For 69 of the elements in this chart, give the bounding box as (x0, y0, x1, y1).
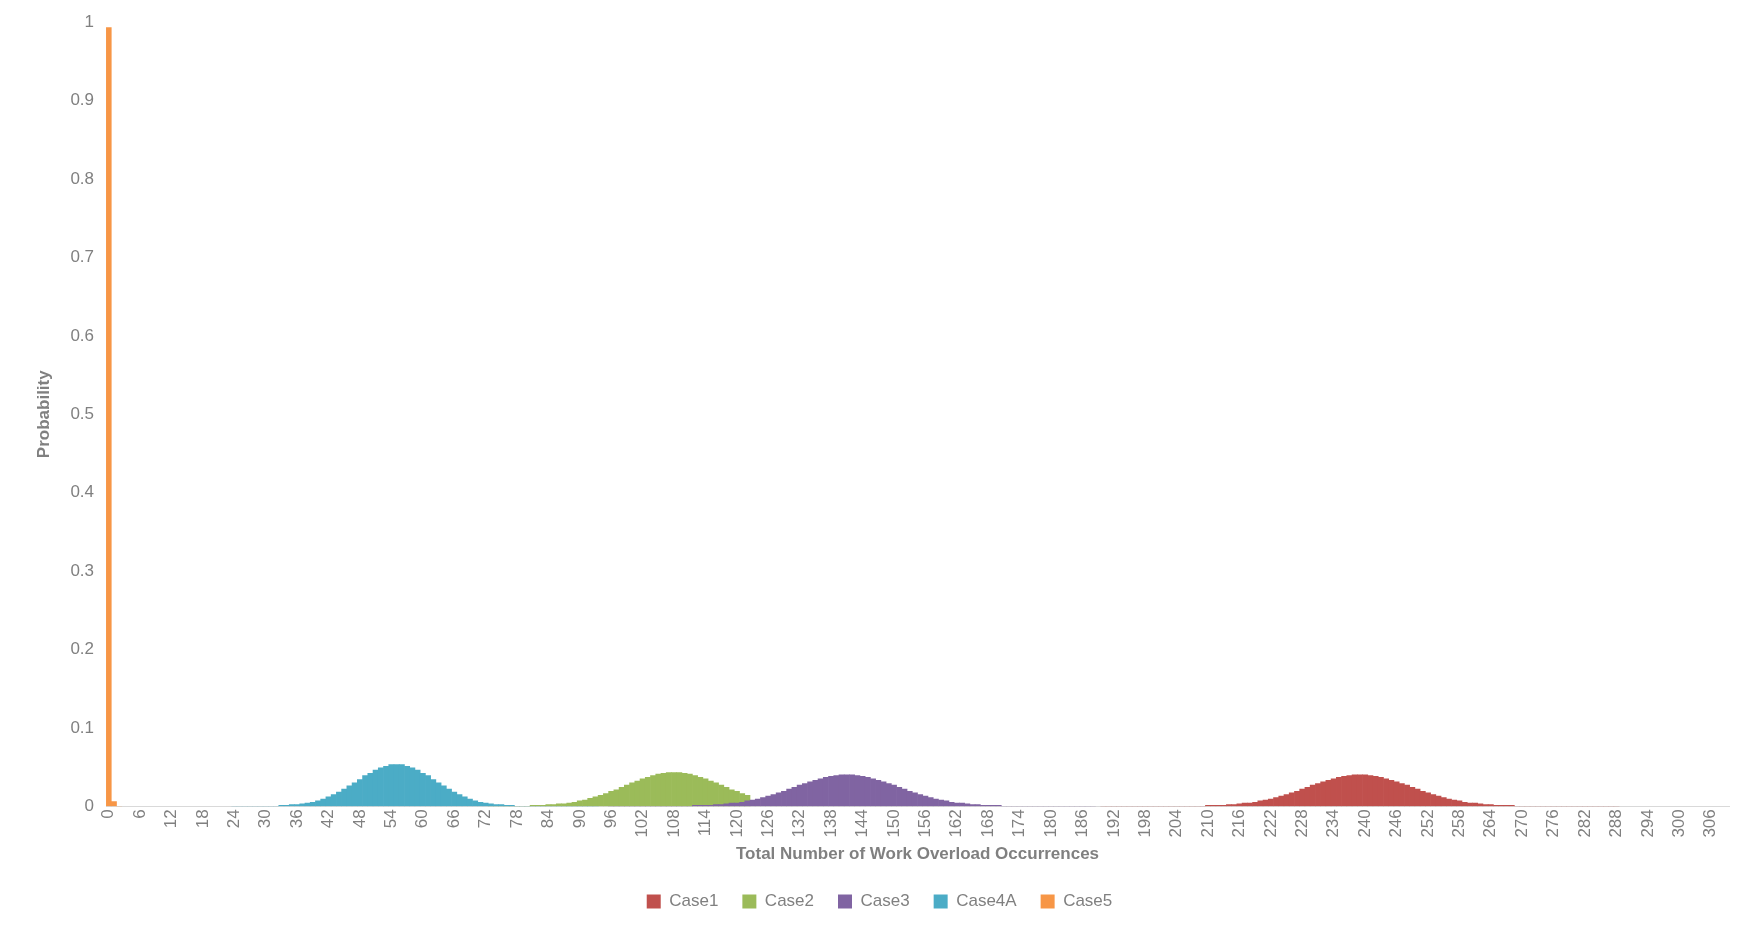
x-tick-label: 276 (1543, 809, 1563, 838)
x-tick-label: 156 (915, 809, 935, 838)
x-tick-label: 66 (443, 809, 463, 829)
x-tick-label: 180 (1040, 809, 1060, 838)
x-tick-label: 264 (1480, 809, 1500, 838)
legend-label: Case5 (1063, 891, 1113, 911)
x-tick-label: 84 (538, 809, 558, 829)
x-tick-label: 210 (1197, 809, 1217, 838)
x-tick-label: 216 (1229, 809, 1249, 838)
x-tick-label: 240 (1354, 809, 1374, 838)
x-tick-label: 246 (1386, 809, 1406, 838)
x-tick-label: 18 (192, 809, 212, 829)
x-tick-label: 90 (569, 809, 589, 829)
x-tick-label: 42 (318, 809, 338, 829)
y-tick-label: 0.4 (70, 482, 95, 502)
x-tick-label: 282 (1574, 809, 1594, 838)
x-tick-label: 204 (1166, 809, 1186, 838)
x-tick-label: 252 (1417, 809, 1437, 838)
x-tick-label: 36 (286, 809, 306, 829)
y-axis-title: Probability (33, 369, 53, 459)
x-tick-label: 126 (758, 809, 777, 838)
legend-label: Case2 (764, 891, 815, 911)
x-tick-label: 30 (255, 809, 275, 829)
legend-label: Case3 (860, 891, 910, 911)
x-tick-label: 288 (1606, 809, 1626, 838)
x-axis-title: Total Number of Work Overload Occurrences (735, 844, 1100, 864)
x-tick-label: 24 (223, 809, 243, 829)
x-tick-label: 72 (475, 809, 495, 829)
x-tick-label: 108 (663, 809, 683, 838)
x-tick-label: 144 (852, 809, 872, 838)
y-tick-label: 0.1 (70, 717, 95, 737)
y-tick-label: 0.7 (70, 247, 95, 267)
y-tick-label: 0.5 (70, 403, 95, 423)
x-tick-label: 114 (695, 809, 715, 837)
x-tick-label: 12 (161, 809, 181, 829)
x-tick-label: 132 (789, 809, 809, 838)
x-tick-label: 294 (1637, 809, 1657, 838)
x-tick-label: 234 (1323, 809, 1343, 838)
x-tick-label: 198 (1134, 809, 1154, 838)
y-tick-label: 1 (84, 11, 95, 31)
legend-label: Case1 (669, 891, 719, 911)
x-tick-label: 102 (632, 809, 652, 838)
x-tick-label: 54 (381, 809, 401, 829)
x-tick-label: 306 (1700, 809, 1720, 838)
y-tick-label: 0.9 (70, 90, 95, 110)
y-tick-label: 0.8 (70, 168, 95, 188)
x-tick-label: 228 (1292, 809, 1311, 838)
x-tick-label: 192 (1103, 809, 1123, 838)
x-tick-label: 96 (600, 809, 620, 829)
x-tick-label: 300 (1668, 809, 1688, 838)
x-tick-label: 48 (349, 809, 369, 829)
x-tick-label: 150 (883, 809, 903, 838)
y-tick-label: 0.6 (70, 325, 95, 345)
x-tick-label: 270 (1511, 809, 1531, 838)
x-tick-label: 138 (820, 809, 840, 838)
x-tick-label: 162 (946, 809, 966, 838)
x-tick-label: 186 (1072, 809, 1092, 838)
x-tick-label: 258 (1449, 809, 1469, 838)
x-tick-label: 174 (1009, 809, 1029, 838)
x-tick-label: 168 (977, 809, 997, 838)
x-tick-label: 78 (506, 809, 526, 829)
x-tick-label: 0 (98, 809, 118, 819)
legend-label: Case4A (956, 891, 1018, 911)
x-tick-label: 120 (726, 809, 746, 838)
x-tick-label: 222 (1260, 809, 1280, 838)
y-tick-label: 0.2 (70, 639, 95, 659)
x-tick-label: 60 (412, 809, 432, 829)
y-tick-label: 0.3 (70, 560, 95, 580)
x-tick-label: 6 (129, 809, 149, 819)
